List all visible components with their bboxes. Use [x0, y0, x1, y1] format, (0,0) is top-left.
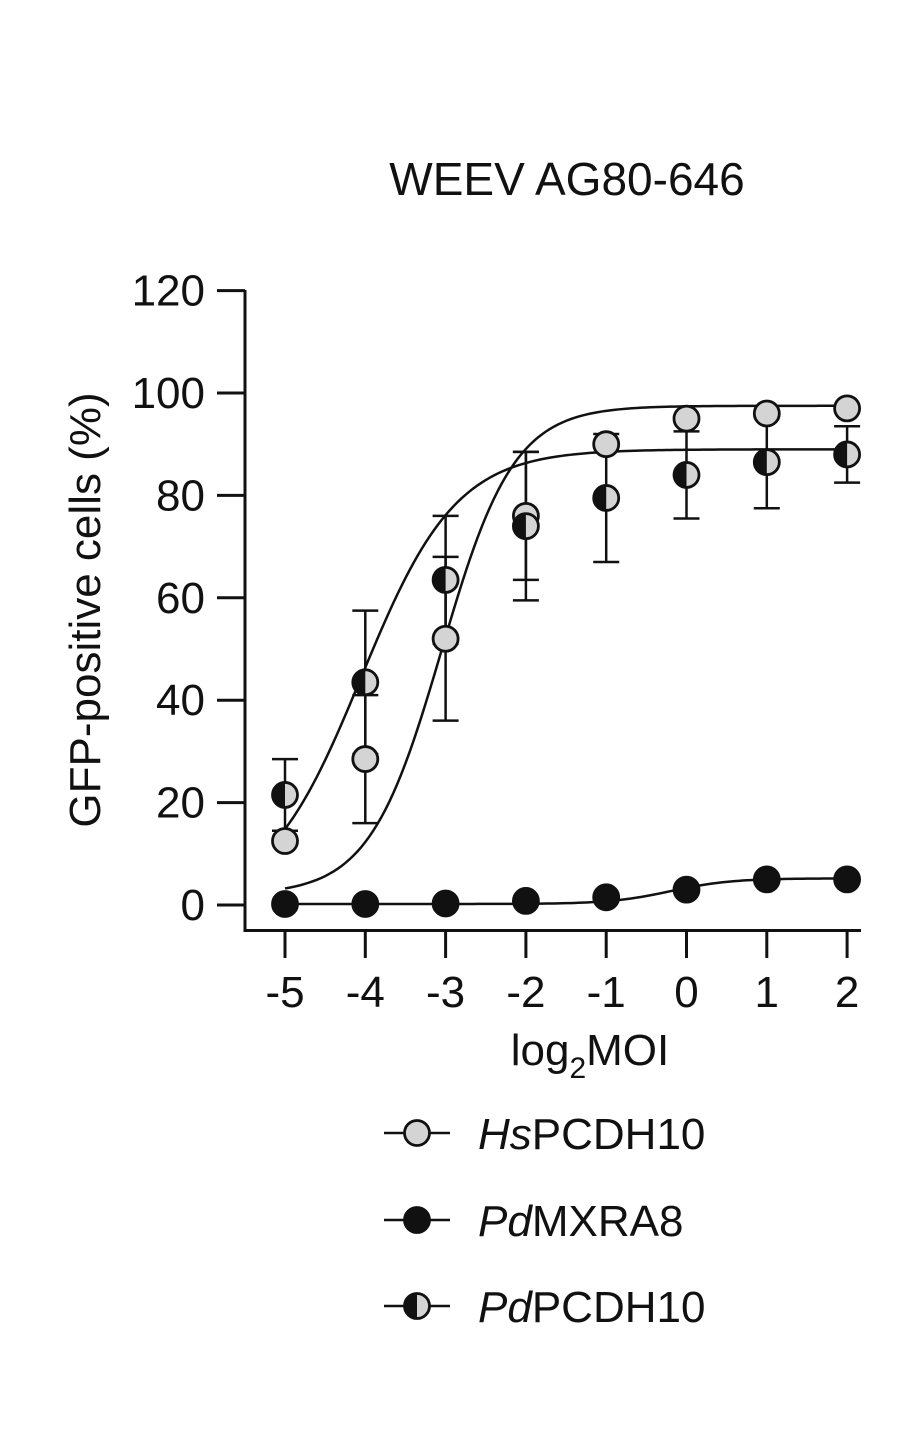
legend-item-PdPCDH10: PdPCDH10 [384, 1283, 705, 1332]
point-PdMXRA8--3 [431, 889, 460, 918]
legend: HsPCDH10 PdMXRA8 PdPCDH10 [384, 1110, 705, 1332]
x-axis-label-subscript: 2 [569, 1052, 586, 1085]
legend-marker-PdPCDH10 [403, 1292, 431, 1320]
data-points [271, 394, 861, 918]
x-tick-label--5: -5 [265, 968, 304, 1017]
point-PdPCDH10--1 [592, 484, 621, 512]
y-tick-label-20: 20 [156, 779, 205, 828]
x-tick-label--2: -2 [506, 968, 545, 1017]
point-PdPCDH10-1 [752, 448, 781, 477]
legend-label-HsPCDH10: HsPCDH10 [478, 1110, 705, 1159]
point-HsPCDH10--4 [351, 745, 380, 773]
point-PdMXRA8-0 [672, 875, 701, 904]
x-ticks: -5 -4 -3 -2 -1 0 1 2 [265, 930, 859, 1017]
point-PdMXRA8--2 [512, 887, 540, 915]
y-ticks: 0 20 40 60 80 100 120 [132, 267, 245, 930]
point-HsPCDH10--5 [271, 827, 299, 855]
x-axis-label-prefix: log [511, 1026, 570, 1075]
fit-curve-PdPCDH10 [283, 448, 848, 830]
fit-curve-HsPCDH10 [284, 404, 848, 890]
x-tick-label--3: -3 [426, 968, 465, 1017]
point-HsPCDH10-0 [672, 404, 701, 433]
x-tick-label-1: 1 [755, 968, 779, 1017]
y-tick-label-0: 0 [181, 881, 205, 930]
point-PdMXRA8-1 [752, 865, 781, 894]
point-PdMXRA8-2 [833, 865, 861, 894]
legend-marker-PdMXRA8 [403, 1206, 431, 1234]
point-PdPCDH10-0 [672, 461, 701, 489]
x-tick-label-2: 2 [835, 968, 859, 1017]
y-tick-label-80: 80 [156, 471, 205, 520]
x-axis-label: log2MOI [511, 1026, 670, 1085]
point-HsPCDH10--1 [592, 430, 621, 459]
error-bars [272, 414, 861, 833]
legend-label-PdMXRA8: PdMXRA8 [478, 1197, 683, 1246]
point-PdPCDH10--2 [512, 512, 540, 541]
legend-item-HsPCDH10: HsPCDH10 [384, 1110, 705, 1159]
legend-item-PdMXRA8: PdMXRA8 [384, 1197, 683, 1246]
point-PdPCDH10--5 [271, 781, 299, 809]
x-tick-label--4: -4 [346, 968, 385, 1017]
y-tick-label-60: 60 [156, 574, 205, 623]
y-tick-label-40: 40 [156, 676, 205, 725]
point-PdMXRA8--1 [592, 883, 621, 912]
point-PdMXRA8--4 [351, 890, 380, 918]
chart-title: WEEV AG80-646 [389, 153, 744, 205]
x-tick-label-0: 0 [674, 968, 698, 1017]
x-axis-label-suffix: MOI [586, 1026, 669, 1075]
y-tick-label-120: 120 [132, 267, 205, 316]
axes [243, 290, 861, 932]
y-axis-label: GFP-positive cells (%) [61, 392, 110, 827]
legend-label-PdPCDH10: PdPCDH10 [478, 1283, 705, 1332]
legend-marker-HsPCDH10 [403, 1119, 431, 1147]
point-PdMXRA8--5 [271, 890, 299, 918]
point-PdPCDH10--3 [431, 565, 460, 594]
point-PdPCDH10-2 [833, 440, 861, 469]
point-PdPCDH10--4 [351, 668, 380, 697]
point-HsPCDH10--3 [431, 624, 460, 653]
fit-curves [283, 404, 848, 906]
x-tick-label--1: -1 [587, 968, 626, 1017]
point-HsPCDH10-1 [752, 399, 781, 428]
point-HsPCDH10-2 [833, 394, 861, 423]
y-tick-label-100: 100 [132, 369, 205, 418]
